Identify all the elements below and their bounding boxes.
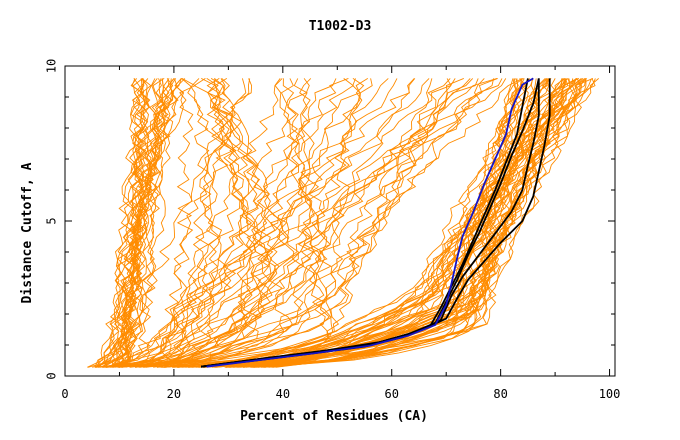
model-curve <box>134 78 495 368</box>
model-curve <box>172 78 398 368</box>
model-curve <box>110 78 288 368</box>
model-curve <box>143 78 272 368</box>
model-curve <box>118 78 452 368</box>
model-curve <box>87 78 186 368</box>
model-curve <box>156 77 334 368</box>
model-black-1 <box>200 78 529 368</box>
model-curve <box>118 78 266 368</box>
model-curve <box>211 78 518 368</box>
model-curve <box>163 77 580 368</box>
model-curve <box>263 78 582 368</box>
model-curve <box>143 78 451 368</box>
model-curve <box>94 78 433 368</box>
x-tick-label: 20 <box>167 387 181 401</box>
model-curve <box>226 78 534 368</box>
x-tick-label: 40 <box>276 387 290 401</box>
model-curve <box>109 78 151 368</box>
model-curve <box>115 78 175 368</box>
model-curve <box>159 78 225 368</box>
model-curve <box>195 78 566 368</box>
model-curve <box>169 78 310 368</box>
chart-title: T1002-D3 <box>309 19 372 34</box>
x-axis-label: Percent of Residues (CA) <box>240 409 428 424</box>
model-curve <box>161 78 293 368</box>
x-tick-label: 0 <box>61 387 68 401</box>
y-tick-label: 5 <box>45 217 59 224</box>
model-curve <box>121 78 361 368</box>
model-curve <box>98 78 151 368</box>
model-curve <box>176 78 522 368</box>
model-curve <box>101 78 271 368</box>
background-series-group <box>87 77 599 368</box>
model-curve <box>251 78 577 368</box>
model-curve <box>103 78 173 368</box>
model-curve <box>95 78 369 368</box>
model-curve <box>129 78 485 368</box>
model-curve <box>95 78 253 368</box>
model-black-4 <box>200 78 551 368</box>
model-curve <box>95 78 170 368</box>
y-axis-label: Distance Cutoff, A <box>20 162 35 303</box>
model-curve <box>118 78 416 368</box>
model-curve <box>106 77 498 368</box>
x-tick-label: 100 <box>599 387 621 401</box>
model-curve <box>140 78 373 368</box>
highlight-series-group <box>200 77 551 368</box>
model-curve <box>104 78 354 368</box>
model-curve <box>134 78 326 368</box>
model-curve <box>145 78 197 368</box>
x-tick-label: 80 <box>493 387 507 401</box>
model-curve <box>115 78 220 368</box>
x-axis: 0 20 40 60 80 100 <box>61 66 620 401</box>
y-tick-label: 0 <box>45 372 59 379</box>
model-curve <box>145 78 315 368</box>
model-curve <box>112 78 170 368</box>
model-curve <box>111 78 228 368</box>
model-curve <box>87 78 185 368</box>
model-curve <box>96 78 143 368</box>
model-curve <box>164 78 577 368</box>
model-curve <box>113 78 332 368</box>
model-curve <box>162 78 507 368</box>
x-tick-label: 60 <box>385 387 399 401</box>
model-curve <box>106 78 415 368</box>
model-curve <box>136 78 430 368</box>
model-blue <box>206 77 534 368</box>
model-curve <box>105 78 471 368</box>
model-curve <box>253 78 558 368</box>
model-curve <box>121 78 152 368</box>
model-curve <box>107 78 365 368</box>
model-curve <box>138 78 330 368</box>
model-curve <box>121 78 503 368</box>
model-curve <box>230 78 587 368</box>
y-tick-label: 10 <box>45 59 59 73</box>
model-curve <box>102 78 164 368</box>
y-axis: 0 5 10 <box>45 59 615 380</box>
model-curve <box>146 77 498 368</box>
model-curve <box>97 77 464 368</box>
